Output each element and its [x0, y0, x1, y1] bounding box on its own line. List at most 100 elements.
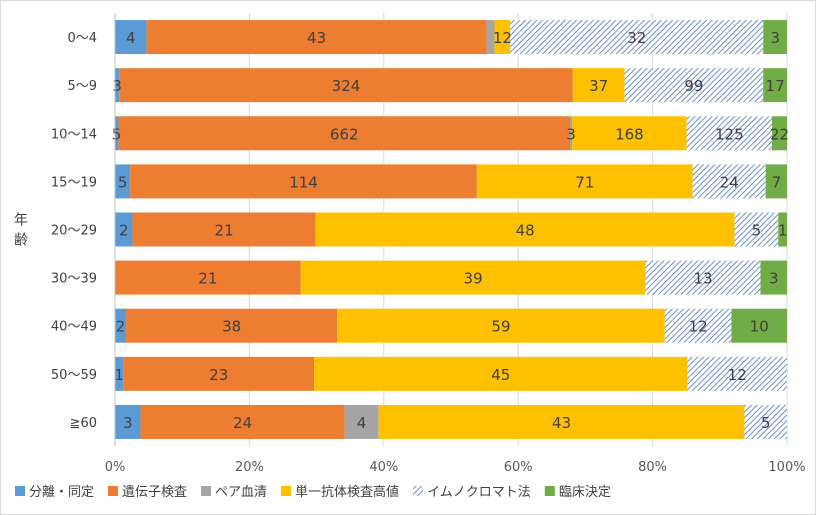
data-label: 17 — [766, 77, 785, 95]
bar-segment — [692, 164, 766, 199]
data-label: 5 — [112, 125, 122, 143]
x-tick-label: 60% — [504, 460, 533, 475]
data-label: 5 — [118, 173, 128, 191]
data-label: 662 — [330, 125, 359, 143]
data-label: 59 — [491, 318, 510, 336]
axes: 0% 20% 40% 60% 80% 100% 年齢 0～4 5～9 10～14 15～19 20～2… — [14, 13, 806, 475]
legend-swatch — [15, 486, 25, 496]
data-label: 1 — [778, 222, 788, 240]
category-label: ≧60 — [70, 416, 97, 431]
data-label: 2 — [116, 318, 126, 336]
data-label: 22 — [770, 125, 789, 143]
bar-segment — [115, 68, 120, 103]
bar-segment — [687, 356, 787, 391]
bar-segment — [115, 404, 141, 439]
legend-label: ペア血清 — [215, 485, 267, 500]
data-label: 37 — [589, 77, 608, 95]
data-label: 10 — [750, 318, 769, 336]
data-label: 21 — [215, 222, 234, 240]
category-label: 40～49 — [51, 320, 97, 335]
data-label: 12 — [689, 318, 708, 336]
bar-segment — [123, 356, 315, 391]
data-label: 2 — [119, 222, 129, 240]
bar-segment — [315, 212, 735, 247]
bar-segment — [115, 116, 119, 151]
category-label: 20～29 — [51, 224, 97, 239]
data-label: 32 — [627, 29, 646, 47]
x-tick-label: 100% — [768, 460, 805, 475]
bar-segment — [314, 356, 688, 391]
bar-segment — [476, 164, 693, 199]
legend-label: 遺伝子検査 — [122, 485, 187, 500]
bar-segment — [734, 212, 779, 247]
bar-segment — [778, 212, 787, 247]
bar-segment — [664, 308, 732, 343]
legend-swatch — [281, 486, 292, 496]
bar-segment — [731, 308, 787, 343]
bar-segment — [570, 116, 573, 151]
bar-segment — [645, 260, 761, 295]
bar-segment — [744, 404, 787, 439]
bar-segment — [140, 404, 345, 439]
bar-segment — [765, 164, 787, 199]
legend-swatch — [413, 486, 424, 496]
bar-segment — [132, 212, 316, 247]
x-tick-label: 0% — [105, 460, 126, 475]
bar-segment — [572, 116, 687, 151]
data-label: 4 — [357, 414, 367, 432]
bar-segment — [115, 356, 124, 391]
data-label: 3 — [769, 270, 779, 288]
data-label: 3 — [566, 125, 576, 143]
data-label: 114 — [289, 173, 318, 191]
data-label: 168 — [615, 125, 644, 143]
bar-segment — [115, 20, 147, 55]
bar-segment — [344, 404, 379, 439]
bar-segment — [771, 116, 787, 151]
bar-segment — [510, 20, 764, 55]
legend-label: 分離・同定 — [29, 485, 94, 500]
legend-label: 臨床決定 — [559, 485, 611, 500]
bar-segment — [115, 260, 301, 295]
data-label: 48 — [516, 222, 535, 240]
category-label: 10～14 — [51, 127, 97, 142]
data-label: 3 — [123, 414, 133, 432]
bar-segment — [130, 164, 477, 199]
data-labels: 4 43 12 32 33 324 37 99 175 662 3 168 125 225 114 71 24 7… — [112, 29, 789, 432]
legend-label: 単一抗体検査高値 — [295, 484, 399, 500]
bar-segment — [486, 20, 495, 55]
bar-segment — [494, 20, 511, 55]
data-label: 4 — [126, 29, 136, 47]
legend: 分離・同定 遺伝子検査 ペア血清 単一抗体検査高値 イムノクロマト法 臨床決定 — [15, 484, 611, 500]
data-label: 39 — [464, 270, 483, 288]
data-label: 12 — [728, 366, 747, 384]
legend-label: イムノクロマト法 — [427, 485, 531, 500]
data-label: 13 — [693, 270, 712, 288]
bar-segment — [115, 212, 133, 247]
bar-segment — [686, 116, 772, 151]
bar-segment — [763, 20, 787, 55]
category-label: 50～59 — [51, 368, 97, 383]
bar-segment — [378, 404, 745, 439]
bar-segment — [624, 68, 764, 103]
category-label: 5～9 — [67, 79, 97, 94]
data-label: 5 — [761, 414, 771, 432]
legend-swatch — [201, 486, 212, 496]
data-label: 21 — [198, 270, 217, 288]
data-label: 125 — [715, 125, 744, 143]
category-label: 0～4 — [67, 31, 97, 46]
legend-swatch — [544, 486, 555, 496]
data-label: 12 — [493, 29, 512, 47]
bar-segment — [118, 116, 571, 151]
data-label: 45 — [491, 366, 510, 384]
y-axis-title: 年齢 — [14, 213, 28, 249]
x-tick-label: 40% — [369, 460, 398, 475]
data-label: 3 — [112, 77, 122, 95]
bar-segment — [760, 260, 787, 295]
data-label: 43 — [307, 29, 326, 47]
bar-segment — [337, 308, 665, 343]
bar-segment — [572, 68, 625, 103]
data-label: 5 — [752, 222, 762, 240]
category-label: 15～19 — [51, 175, 97, 190]
